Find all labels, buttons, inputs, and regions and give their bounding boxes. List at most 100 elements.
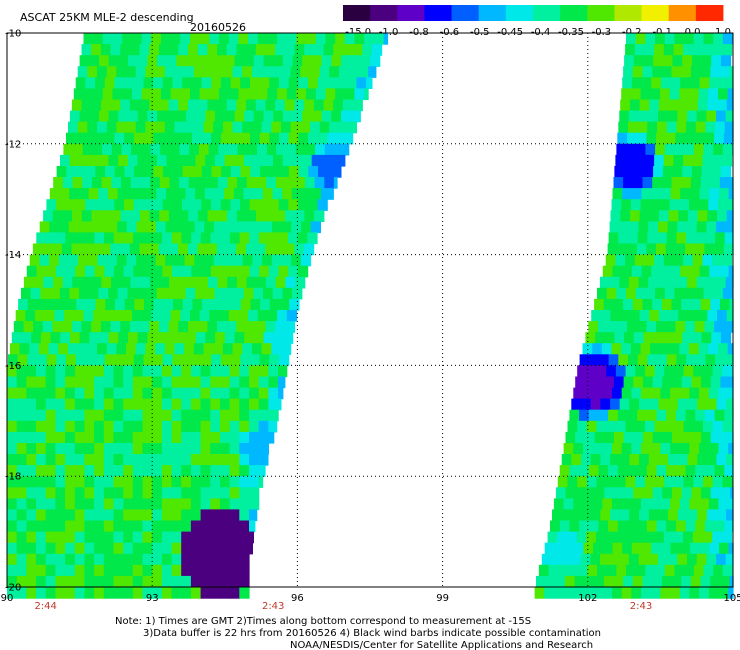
heatmap-cell [205, 332, 216, 344]
heatmap-cell [248, 33, 259, 45]
heatmap-cell [650, 199, 661, 211]
heatmap-cell [160, 143, 171, 156]
heatmap-cell [243, 287, 254, 300]
heatmap-cell [161, 387, 173, 400]
heatmap-cell [321, 110, 332, 123]
heatmap-cell [609, 276, 620, 289]
heatmap-cell [36, 520, 47, 533]
heatmap-cell [101, 210, 112, 222]
heatmap-cell [65, 575, 76, 588]
heatmap-cell [162, 354, 174, 366]
heatmap-cell [728, 265, 734, 278]
heatmap-cell [613, 575, 624, 588]
heatmap-cell [607, 321, 618, 333]
heatmap-cell [227, 276, 238, 289]
heatmap-cell [712, 476, 723, 488]
heatmap-cell [97, 343, 108, 355]
heatmap-cell [58, 343, 69, 355]
heatmap-cell [239, 454, 250, 466]
heatmap-cell [71, 321, 83, 333]
heatmap-cell [243, 221, 254, 234]
heatmap-cell [604, 332, 615, 344]
heatmap-cell [161, 365, 173, 378]
heatmap-cell [168, 44, 179, 56]
heatmap-cell [45, 498, 56, 511]
heatmap-cell [200, 465, 211, 477]
heatmap-cell [29, 343, 40, 355]
heatmap-cell [300, 121, 311, 134]
heatmap-cell [714, 520, 725, 533]
heatmap-cell [65, 465, 76, 477]
heatmap-cell [209, 310, 220, 322]
heatmap-cell [236, 210, 247, 222]
heatmap-cell [152, 420, 163, 433]
heatmap-cell [615, 420, 627, 433]
heatmap-cell [114, 354, 125, 366]
heatmap-cell [221, 298, 232, 311]
heatmap-cell [681, 431, 692, 444]
heatmap-cell [603, 298, 615, 311]
heatmap-cell [229, 232, 241, 245]
y-tick-label: -20 [5, 583, 21, 594]
heatmap-cell [668, 509, 679, 522]
heatmap-cell [726, 454, 734, 466]
heatmap-cell [26, 376, 37, 389]
heatmap-cell [74, 431, 86, 444]
heatmap-cell [123, 409, 134, 422]
heatmap-cell [726, 509, 734, 522]
heatmap-cell [103, 542, 115, 555]
heatmap-cell [113, 553, 124, 566]
heatmap-cell [303, 243, 315, 256]
heatmap-cell [55, 465, 66, 477]
heatmap-cell [162, 265, 173, 278]
heatmap-cell [50, 332, 61, 344]
heatmap-cell [687, 276, 698, 289]
heatmap-cell [84, 265, 96, 278]
heatmap-cell [83, 310, 94, 322]
heatmap-cell [113, 487, 124, 499]
heatmap-cell [133, 232, 144, 245]
heatmap-cell [688, 99, 699, 112]
heatmap-cell [240, 199, 251, 211]
heatmap-cell [352, 44, 363, 56]
heatmap-cell [661, 298, 673, 311]
heatmap-cell [706, 398, 718, 411]
colorbar-swatch [641, 5, 670, 21]
heatmap-cell [164, 343, 176, 355]
heatmap-cell [284, 44, 296, 56]
heatmap-cell [304, 44, 315, 56]
heatmap-cell [617, 520, 629, 533]
heatmap-cell [594, 298, 605, 311]
heatmap-cell [190, 398, 202, 411]
heatmap-cell [630, 88, 642, 101]
heatmap-cell [279, 166, 290, 178]
heatmap-cell [229, 476, 240, 488]
heatmap-cell [126, 121, 137, 134]
heatmap-cell [229, 376, 240, 389]
gridlines [6, 32, 734, 588]
heatmap-cell [574, 575, 585, 588]
heatmap-cell [680, 542, 691, 555]
heatmap-cell [113, 542, 124, 555]
heatmap-cell [124, 166, 135, 178]
heatmap-cell [246, 276, 257, 289]
plot-frame [6, 32, 734, 588]
heatmap-cell [74, 365, 86, 378]
heatmap-cell [652, 177, 663, 189]
heatmap-cell [239, 531, 250, 544]
heatmap-cell [584, 575, 595, 588]
heatmap-cell [694, 243, 706, 256]
heatmap-cell [220, 465, 231, 477]
heatmap-cell [37, 298, 48, 311]
heatmap-cell [604, 431, 615, 444]
heatmap-cell [325, 33, 336, 45]
heatmap-cell [36, 487, 47, 499]
heatmap-cell [135, 343, 146, 355]
heatmap-cell [592, 498, 603, 511]
heatmap-cell [675, 243, 686, 256]
heatmap-cell [265, 44, 276, 56]
heatmap-cell [635, 420, 646, 433]
heatmap-cell [575, 431, 586, 444]
heatmap-cell [667, 553, 678, 566]
heatmap-cell [64, 310, 75, 322]
